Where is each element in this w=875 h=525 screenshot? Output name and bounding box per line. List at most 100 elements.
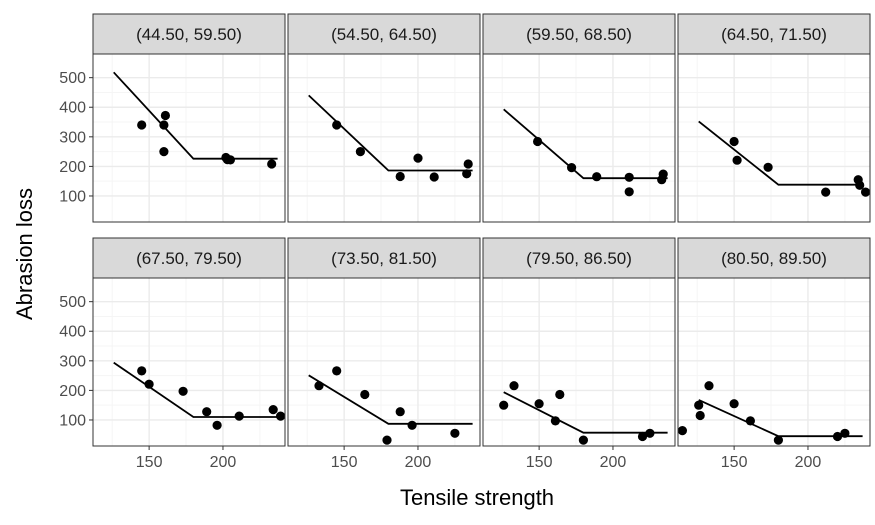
- data-point: [745, 416, 756, 426]
- facet-panel: (64.50, 71.50): [677, 13, 871, 223]
- data-point: [332, 120, 342, 130]
- panel-border: [92, 53, 286, 223]
- fit-line: [308, 94, 473, 172]
- plot-background: [483, 278, 675, 446]
- x-tick-label: 150: [136, 454, 163, 471]
- plot-content: [503, 108, 668, 197]
- y-tick-label: 500: [59, 70, 86, 87]
- gridlines: [93, 278, 285, 446]
- data-point: [704, 381, 714, 391]
- fit-line: [698, 120, 863, 186]
- facet-strip: [482, 13, 676, 55]
- data-point: [137, 366, 147, 376]
- data-point: [159, 147, 169, 157]
- data-point: [832, 431, 843, 442]
- y-tick-label: 400: [59, 100, 86, 117]
- x-tick-label: 150: [331, 454, 358, 471]
- data-point: [355, 147, 365, 157]
- plot-content: [678, 381, 863, 445]
- panel-border: [287, 277, 481, 447]
- x-axis-title: Tensile strength: [400, 485, 554, 510]
- x-tick-label: 150: [526, 454, 553, 471]
- data-point: [160, 110, 170, 121]
- x-tick-label: 200: [210, 454, 237, 471]
- gridlines: [483, 278, 675, 446]
- data-point: [678, 426, 687, 436]
- plot-background: [288, 278, 480, 446]
- data-point: [395, 171, 405, 182]
- facet-strip-label: (80.50, 89.50): [721, 249, 827, 268]
- data-point: [395, 407, 405, 417]
- facet-panel: (59.50, 68.50): [482, 13, 676, 223]
- plot-content: [499, 381, 668, 445]
- data-point: [462, 169, 472, 179]
- data-point: [578, 435, 589, 445]
- data-point: [550, 416, 561, 426]
- data-point: [694, 400, 704, 410]
- plot-content: [698, 120, 870, 197]
- data-point: [212, 420, 222, 430]
- facet-panel: (44.50, 59.50): [92, 13, 286, 223]
- data-point: [855, 180, 865, 190]
- data-point: [657, 175, 667, 185]
- y-tick-label: 400: [59, 324, 86, 341]
- panel-border: [677, 277, 871, 447]
- data-point: [178, 386, 188, 396]
- data-point: [413, 153, 423, 163]
- plot-background: [678, 54, 870, 222]
- data-point: [861, 187, 870, 197]
- data-point: [732, 155, 742, 165]
- x-tick-label: 200: [795, 454, 822, 471]
- data-point: [276, 411, 285, 421]
- panel-border: [287, 53, 481, 223]
- data-point: [763, 162, 773, 172]
- data-point: [450, 428, 460, 438]
- x-tick-label: 200: [405, 454, 432, 471]
- data-point: [463, 159, 473, 169]
- plot-content: [308, 366, 473, 445]
- facet-strip-label: (67.50, 79.50): [136, 249, 242, 268]
- facet-strip-label: (73.50, 81.50): [331, 249, 437, 268]
- panel-border: [482, 53, 676, 223]
- facet-strip: [677, 237, 871, 279]
- data-point: [202, 407, 212, 417]
- facet-panel: (80.50, 89.50): [677, 237, 871, 447]
- facet-panel: (67.50, 79.50): [92, 237, 286, 447]
- data-point: [225, 155, 235, 165]
- facet-strip-label: (44.50, 59.50): [136, 25, 242, 44]
- data-point: [267, 159, 277, 169]
- plot-background: [93, 54, 285, 222]
- data-point: [624, 172, 634, 182]
- facet-strip-label: (54.50, 64.50): [331, 25, 437, 44]
- facet-panel: (79.50, 86.50): [482, 237, 676, 447]
- panel-border: [482, 277, 676, 447]
- gridlines: [678, 278, 870, 446]
- y-tick-label: 200: [59, 383, 86, 400]
- facet-strip: [92, 237, 286, 279]
- plot-background: [483, 54, 675, 222]
- data-point: [773, 435, 784, 445]
- facet-strip-label: (59.50, 68.50): [526, 25, 632, 44]
- facet-panel: (54.50, 64.50): [287, 13, 481, 223]
- data-point: [567, 163, 577, 173]
- data-point: [268, 405, 278, 415]
- fit-line: [503, 391, 668, 434]
- data-point: [137, 120, 147, 130]
- x-tick-label: 200: [600, 454, 627, 471]
- gridlines: [288, 278, 480, 446]
- facet-strip: [287, 13, 481, 55]
- data-point: [840, 428, 850, 438]
- gridlines: [93, 54, 285, 222]
- data-point: [592, 172, 602, 182]
- y-axis: 100 200 300 400 500 100 200 300 400 500: [59, 70, 93, 429]
- panels-layer: (44.50, 59.50) (54.50, 64.50) (59.50, 68.5…: [92, 13, 871, 447]
- data-point: [821, 187, 831, 197]
- gridlines: [483, 54, 675, 222]
- data-point: [407, 420, 417, 430]
- panel-border: [677, 53, 871, 223]
- y-tick-label: 100: [59, 412, 86, 429]
- facet-strip: [92, 13, 286, 55]
- facet-strip-label: (79.50, 86.50): [526, 249, 632, 268]
- plot-content: [113, 361, 285, 430]
- data-point: [499, 400, 509, 410]
